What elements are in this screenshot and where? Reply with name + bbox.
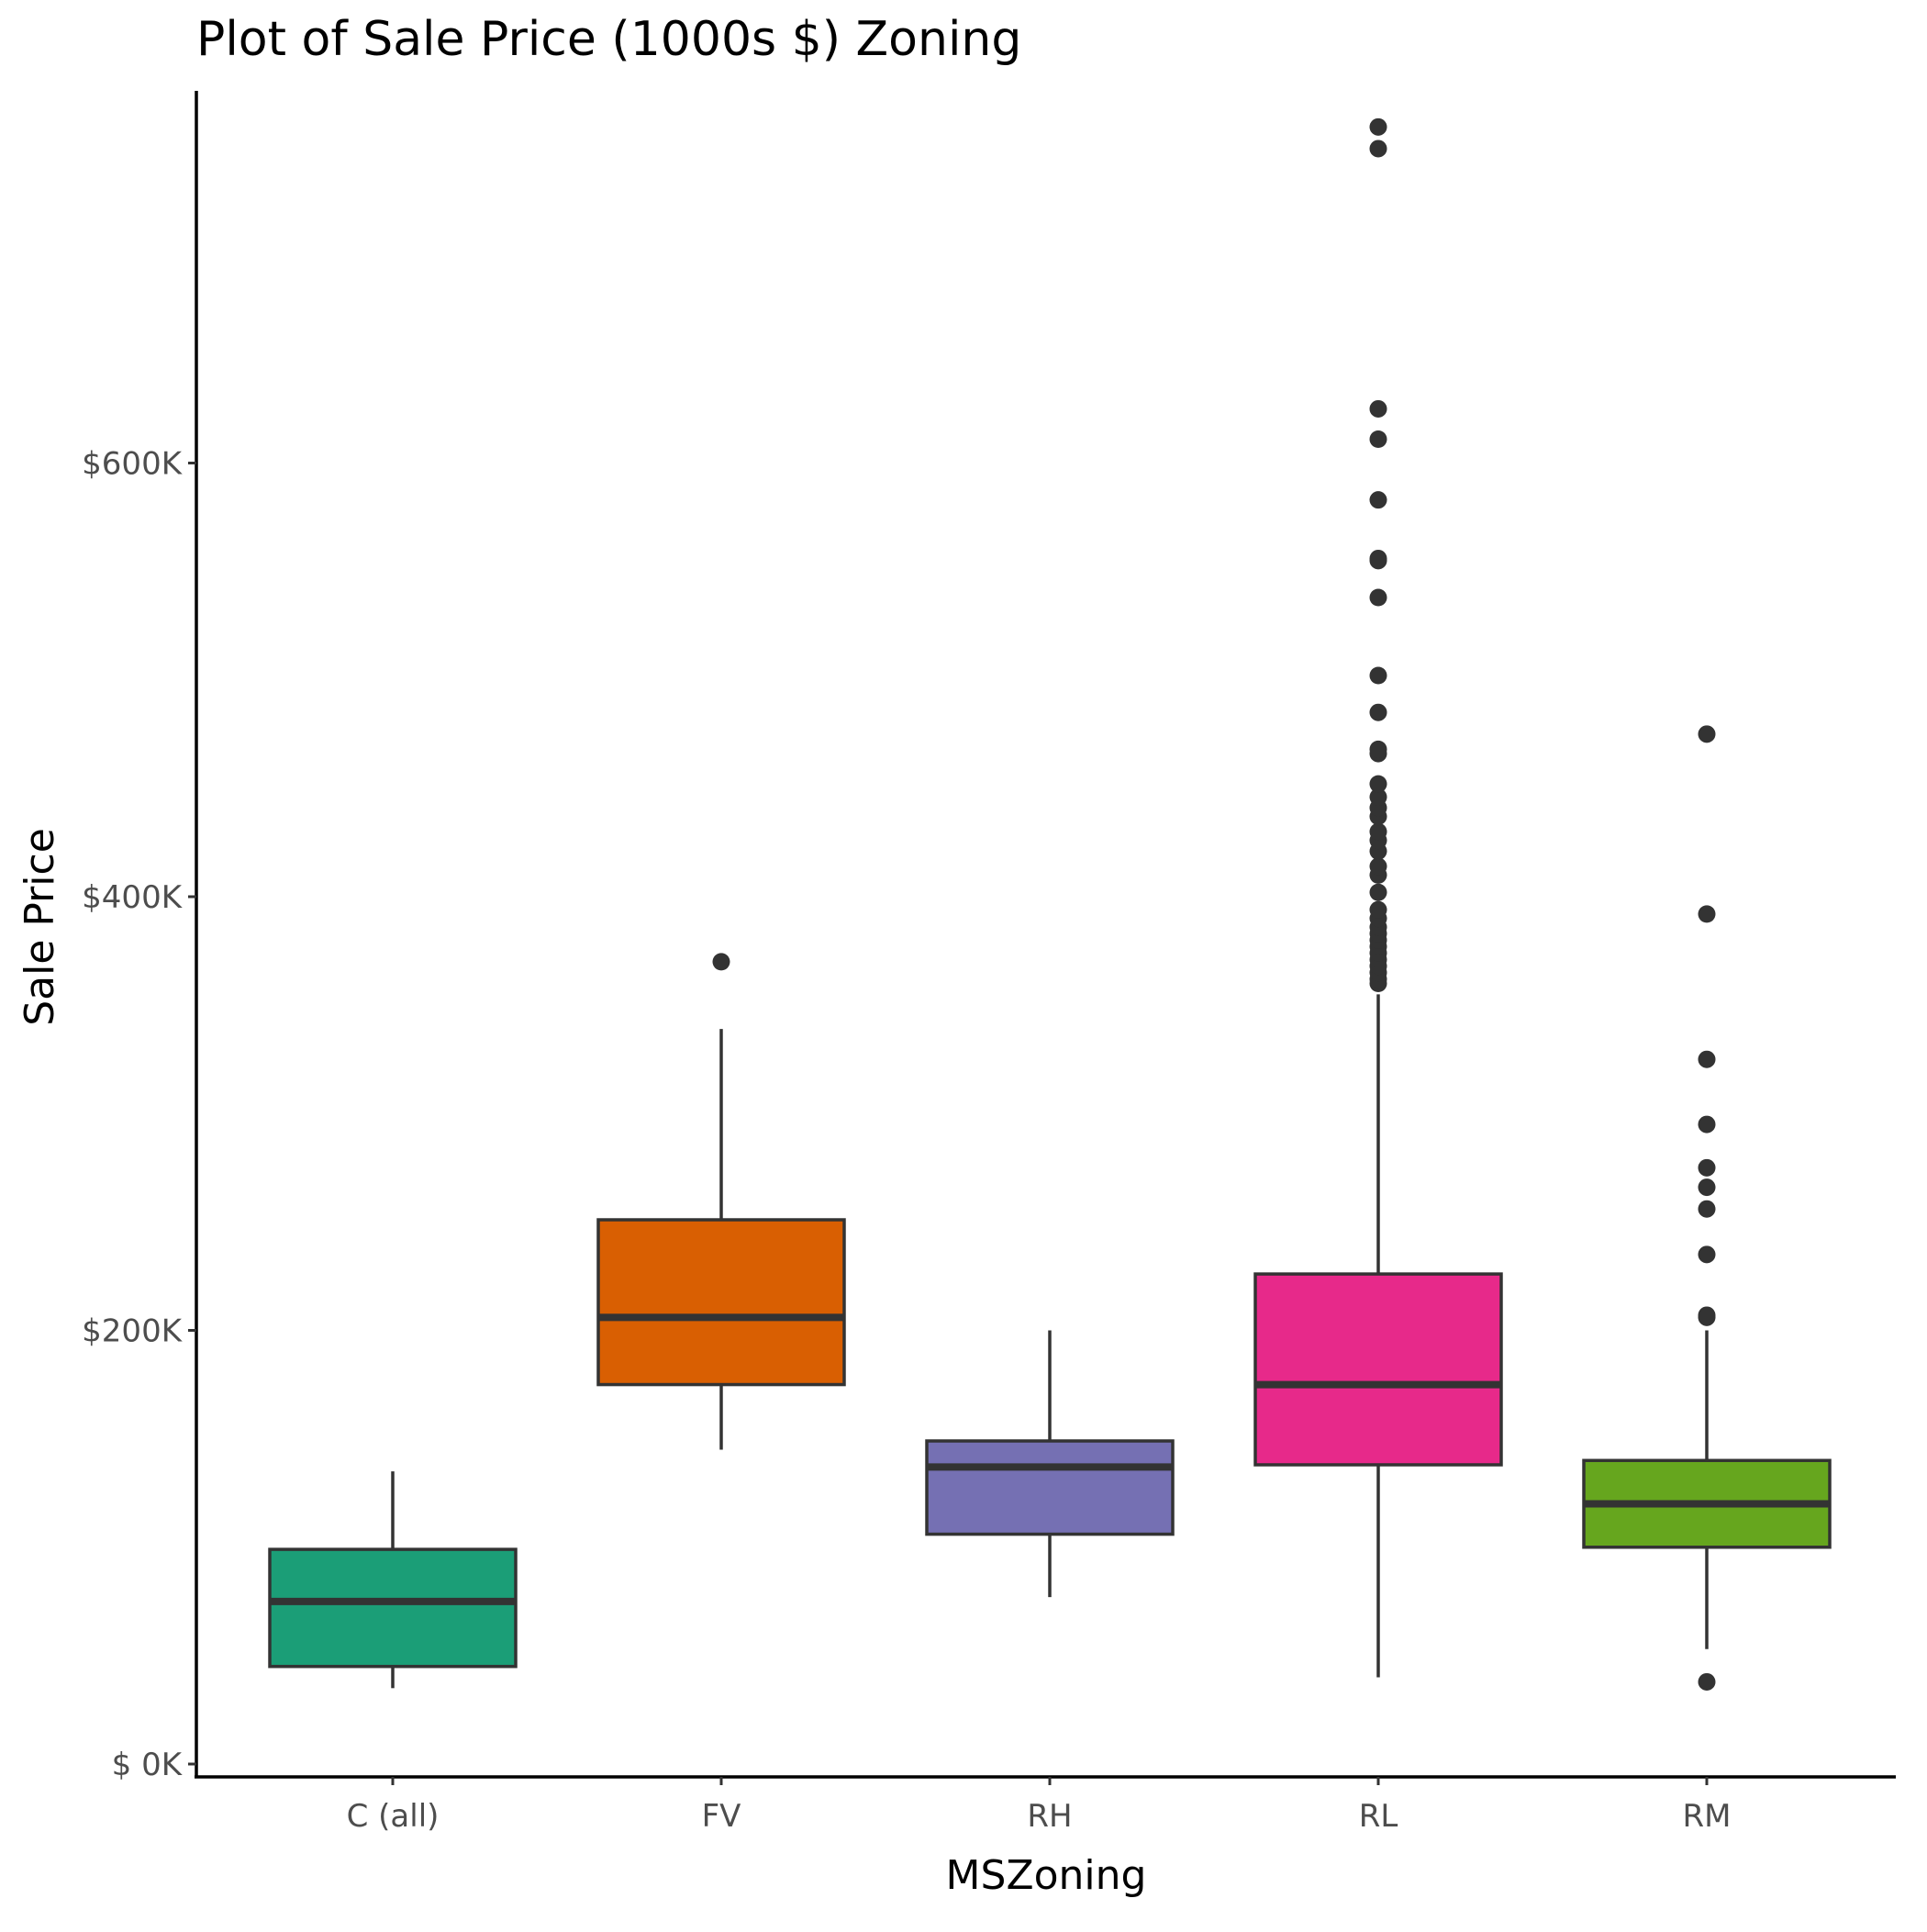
x-tick-label: RM	[1683, 1798, 1732, 1835]
y-axis-title: Sale Price	[17, 828, 63, 1026]
plot-area	[268, 117, 1832, 1691]
outlier-point	[712, 953, 730, 971]
outlier-point	[1369, 857, 1387, 876]
outlier-point	[1369, 430, 1387, 449]
x-tick-label: FV	[702, 1798, 741, 1835]
outlier-point	[1369, 588, 1387, 607]
x-tick-label: RH	[1027, 1798, 1072, 1835]
box-group	[268, 1471, 518, 1689]
outlier-point	[1698, 1306, 1716, 1324]
outlier-point	[1369, 740, 1387, 758]
outlier-point	[1369, 787, 1387, 806]
outlier-point	[1369, 775, 1387, 793]
y-tick-label: $200K	[82, 1313, 184, 1350]
iqr-box	[925, 1439, 1175, 1536]
outlier-point	[1698, 1672, 1716, 1691]
outlier-point	[1698, 905, 1716, 923]
outlier-point	[1369, 822, 1387, 841]
x-tick-label: RL	[1359, 1798, 1398, 1835]
outlier-point	[1369, 900, 1387, 919]
y-tick-label: $600K	[82, 446, 184, 483]
outlier-point	[1369, 883, 1387, 901]
outlier-point	[1698, 725, 1716, 743]
box-group	[925, 1330, 1175, 1598]
x-tick-label: C (all)	[347, 1798, 440, 1835]
box-group	[1253, 117, 1503, 1678]
iqr-box	[1253, 1272, 1503, 1467]
outlier-point	[1698, 1245, 1716, 1264]
outlier-point	[1698, 1050, 1716, 1068]
outlier-point	[1698, 1178, 1716, 1197]
outlier-point	[1698, 1158, 1716, 1177]
iqr-box	[596, 1218, 846, 1387]
outlier-point	[1369, 140, 1387, 158]
x-axis-title: MSZoning	[946, 1852, 1147, 1899]
y-axis-ticks: $ 0K $200K $400K $600K	[82, 446, 196, 1783]
outlier-point	[1698, 1115, 1716, 1134]
outlier-point	[1369, 549, 1387, 567]
outlier-point	[1369, 703, 1387, 721]
iqr-box	[268, 1547, 518, 1669]
box-group	[1582, 725, 1832, 1691]
outlier-point	[1369, 666, 1387, 685]
chart-title: Plot of Sale Price (1000s $) Zoning	[196, 12, 1021, 67]
outlier-point	[1369, 117, 1387, 136]
box-group	[596, 953, 846, 1450]
outlier-point	[1369, 491, 1387, 509]
y-tick-label: $ 0K	[112, 1747, 184, 1783]
y-tick-label: $400K	[82, 879, 184, 916]
outlier-point	[1698, 1200, 1716, 1218]
outlier-point	[1369, 399, 1387, 418]
x-axis-ticks: C (all) FV RH RL RM	[347, 1777, 1732, 1835]
